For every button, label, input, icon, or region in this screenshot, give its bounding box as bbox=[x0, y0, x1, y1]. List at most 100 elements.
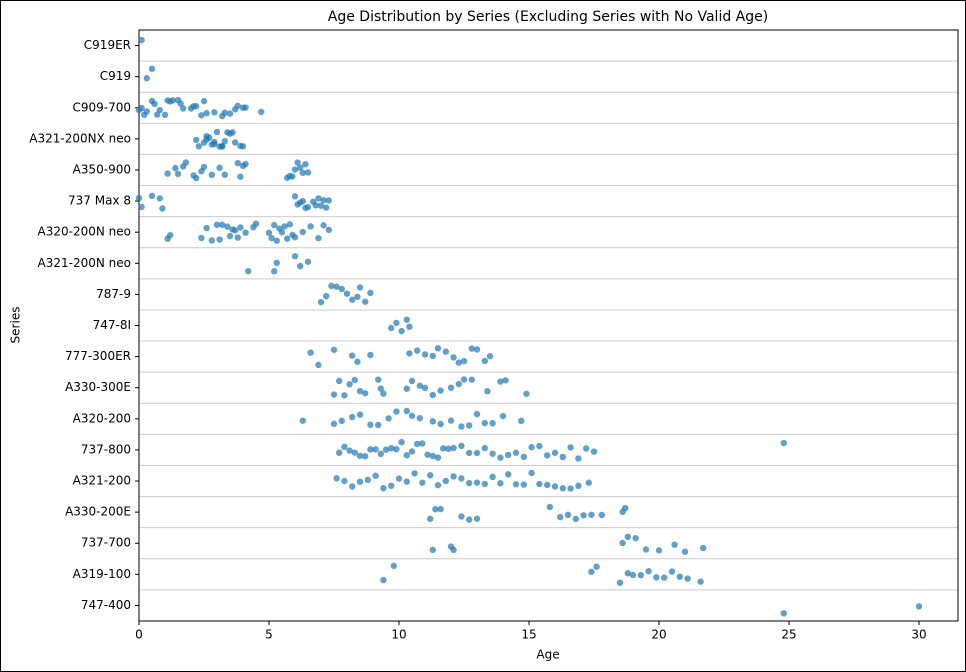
point bbox=[473, 479, 481, 486]
point bbox=[481, 480, 488, 488]
point bbox=[497, 480, 504, 487]
point bbox=[427, 515, 434, 523]
y-tick-label: A320-200N neo bbox=[38, 225, 131, 239]
point bbox=[278, 229, 286, 236]
point bbox=[645, 568, 652, 575]
point bbox=[668, 568, 676, 575]
point bbox=[489, 473, 496, 481]
point bbox=[481, 444, 488, 452]
point bbox=[221, 109, 228, 116]
point bbox=[536, 442, 543, 450]
point bbox=[466, 422, 473, 429]
point bbox=[234, 234, 241, 241]
y-tick-label: A321-200N neo bbox=[38, 256, 131, 270]
point bbox=[232, 227, 239, 234]
point bbox=[338, 285, 345, 293]
point bbox=[408, 448, 416, 455]
point bbox=[473, 515, 481, 522]
y-tick-label: 737-700 bbox=[81, 536, 131, 550]
point bbox=[458, 442, 465, 450]
point bbox=[915, 603, 923, 610]
point bbox=[372, 446, 379, 453]
point bbox=[375, 421, 382, 429]
y-tick-label: A330-200E bbox=[65, 505, 131, 519]
point bbox=[468, 376, 475, 383]
point bbox=[671, 541, 678, 548]
point bbox=[447, 417, 455, 424]
point bbox=[403, 316, 410, 323]
point bbox=[567, 444, 574, 451]
point bbox=[385, 415, 392, 422]
point bbox=[544, 481, 551, 489]
point bbox=[632, 535, 639, 542]
point bbox=[468, 345, 475, 352]
point bbox=[315, 361, 322, 369]
point bbox=[395, 475, 403, 482]
point bbox=[200, 97, 208, 105]
point bbox=[567, 485, 574, 492]
point bbox=[437, 387, 444, 394]
point bbox=[138, 36, 145, 44]
point bbox=[333, 283, 340, 290]
point bbox=[156, 195, 163, 202]
point bbox=[697, 578, 704, 585]
point bbox=[419, 440, 426, 447]
point bbox=[460, 357, 468, 365]
point bbox=[455, 359, 462, 366]
y-tick-label: A320-200 bbox=[73, 411, 131, 425]
point bbox=[341, 477, 348, 485]
point bbox=[351, 376, 358, 384]
point bbox=[200, 163, 208, 171]
point bbox=[198, 112, 205, 119]
point bbox=[424, 451, 431, 458]
point bbox=[377, 450, 384, 458]
y-tick-label: A319-100 bbox=[73, 567, 131, 581]
point bbox=[330, 346, 338, 353]
point bbox=[195, 143, 202, 150]
point bbox=[458, 513, 465, 520]
y-tick-label: C909-700 bbox=[72, 100, 131, 114]
point bbox=[367, 446, 374, 453]
y-tick-label: A330-300E bbox=[65, 380, 131, 394]
point bbox=[354, 293, 361, 300]
point bbox=[304, 258, 312, 265]
point bbox=[364, 476, 371, 484]
point bbox=[299, 228, 306, 236]
point bbox=[700, 544, 707, 552]
point bbox=[629, 571, 637, 579]
point bbox=[505, 451, 512, 459]
x-tick-label: 25 bbox=[781, 628, 796, 642]
point bbox=[372, 472, 379, 479]
point bbox=[375, 376, 382, 383]
point bbox=[523, 390, 530, 397]
point bbox=[403, 385, 410, 392]
point bbox=[291, 234, 299, 241]
point bbox=[434, 454, 442, 461]
point bbox=[323, 204, 330, 211]
point bbox=[174, 170, 182, 178]
point bbox=[169, 97, 176, 104]
point bbox=[403, 407, 410, 415]
y-tick-label: 777-300ER bbox=[65, 349, 131, 363]
point bbox=[585, 479, 592, 486]
point bbox=[559, 453, 566, 461]
point bbox=[780, 439, 787, 447]
point bbox=[143, 74, 150, 82]
point bbox=[481, 357, 488, 365]
point bbox=[156, 106, 163, 114]
point bbox=[148, 65, 156, 72]
point bbox=[406, 323, 413, 330]
point bbox=[382, 446, 390, 453]
point bbox=[271, 268, 278, 275]
point bbox=[380, 485, 387, 492]
point bbox=[551, 483, 559, 490]
point bbox=[434, 481, 442, 489]
point bbox=[502, 377, 509, 384]
x-tick-label: 30 bbox=[911, 628, 926, 642]
point bbox=[312, 202, 319, 209]
point bbox=[333, 475, 340, 482]
x-tick-label: 15 bbox=[521, 628, 536, 642]
point bbox=[583, 445, 590, 452]
point bbox=[518, 417, 525, 425]
